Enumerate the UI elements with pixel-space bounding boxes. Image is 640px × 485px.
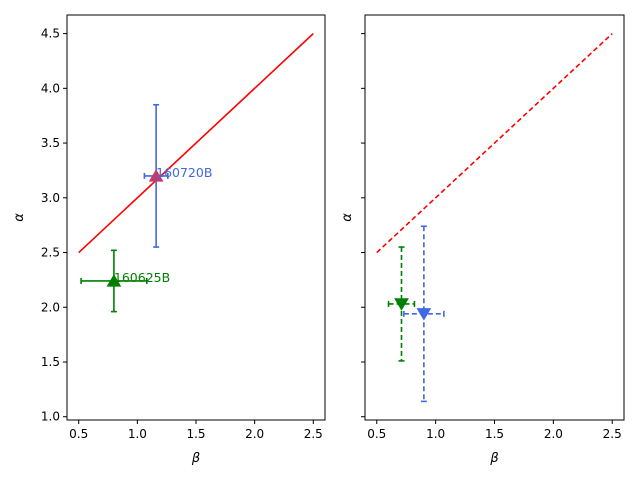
x-tick-label: 2.0 [544,427,563,441]
x-tick-label: 1.5 [485,427,504,441]
x-tick-label: 0.5 [367,427,386,441]
right-panel: 0.5 1.0 1.5 2.0 2.5 β α [340,14,625,466]
x-tick-label: 0.5 [69,427,88,441]
y-tick-label: 3.0 [41,191,60,205]
reference-line [78,33,314,254]
y-tick-label: 4.0 [41,81,60,95]
y-tick-label: 3.5 [41,136,60,150]
x-tick-label: 2.5 [603,427,622,441]
y-tick-label: 2.0 [41,300,60,314]
y-tick-label: 1.0 [41,410,60,424]
axes-frame [364,14,625,421]
x-tick-label: 2.0 [245,427,264,441]
point-annotation: 160625B [114,270,170,285]
reference-line [376,33,613,254]
left-panel: 0.5 1.0 1.5 2.0 2.5 1.0 1.5 2.0 2.5 3.0 3.5 4.0 4.5 β… [12,14,326,466]
point-annotation: 160720B [156,165,212,180]
axes-frame [66,14,326,421]
x-tick-label: 2.5 [304,427,323,441]
x-tick-label: 1.0 [128,427,147,441]
y-tick-label: 1.5 [41,355,60,369]
data-point-marker [394,298,409,311]
x-axis-label: β [191,451,200,466]
y-axis-label: α [340,213,355,222]
y-tick-label: 2.5 [41,246,60,260]
y-axis-label: α [12,213,27,222]
data-point-marker [148,169,164,182]
x-axis-label: β [489,451,498,466]
x-tick-label: 1.5 [186,427,205,441]
data-point-marker [106,274,122,287]
y-tick-label: 4.5 [41,27,60,41]
x-tick-label: 1.0 [426,427,445,441]
data-point-marker [416,308,432,321]
